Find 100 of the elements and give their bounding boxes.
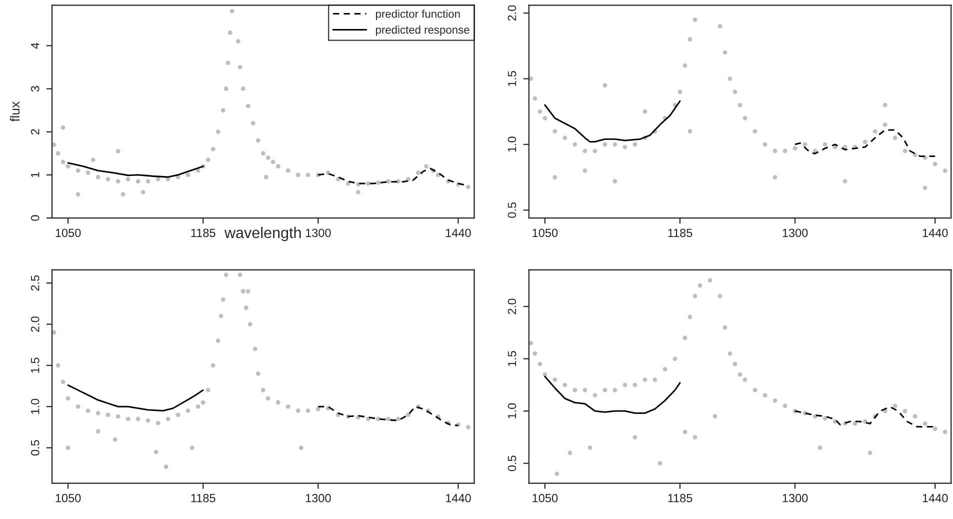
point: [612, 142, 618, 147]
point: [722, 50, 728, 55]
point: [732, 90, 738, 94]
point: [552, 129, 558, 134]
point: [708, 278, 712, 283]
point: [662, 367, 668, 372]
point: [216, 338, 220, 343]
point: [200, 400, 206, 405]
point: [772, 398, 778, 403]
point: [562, 136, 568, 140]
point: [260, 388, 266, 392]
x-tick-label: 1185: [668, 228, 692, 238]
point: [238, 272, 242, 278]
x-tick-label: 1185: [191, 228, 216, 238]
point: [386, 416, 390, 422]
point: [224, 272, 228, 278]
x-tick-label: 1185: [668, 494, 692, 502]
point: [582, 148, 588, 154]
point: [802, 142, 808, 147]
point: [52, 330, 56, 335]
point: [688, 129, 692, 134]
point: [892, 404, 898, 408]
point: [932, 426, 938, 432]
legend-label: predictor function: [376, 10, 460, 20]
y-tick-label: 0: [30, 215, 40, 221]
point: [56, 363, 60, 368]
point: [752, 388, 758, 392]
point: [782, 148, 788, 154]
point: [66, 446, 70, 450]
point: [712, 414, 718, 418]
y-tick-label: 1.5: [508, 71, 516, 86]
point: [732, 362, 738, 366]
point: [166, 416, 170, 422]
point: [772, 175, 778, 180]
y-tick-label: 2.0: [508, 298, 516, 314]
point: [164, 464, 168, 469]
point: [542, 116, 548, 120]
x-tick-label: 1440: [922, 494, 948, 502]
point: [682, 63, 688, 68]
point: [678, 90, 682, 94]
y-tick-label: 1.0: [508, 136, 516, 152]
point: [156, 420, 160, 426]
y-tick-label: 1.0: [508, 403, 516, 418]
x-tick-label: 1300: [782, 494, 808, 502]
point: [582, 388, 588, 392]
point: [682, 336, 688, 340]
point: [316, 406, 320, 412]
x-tick-label: 1300: [306, 494, 331, 502]
point: [190, 446, 194, 450]
point: [154, 450, 158, 454]
point: [698, 283, 702, 288]
point: [66, 396, 70, 401]
y-axis-title: flux: [10, 101, 20, 122]
point: [742, 377, 748, 382]
point: [568, 450, 572, 456]
point: [210, 363, 216, 368]
x-tick-label: 1300: [306, 228, 331, 238]
point: [642, 377, 648, 382]
point: [126, 416, 130, 422]
point: [902, 148, 908, 154]
point: [782, 404, 788, 408]
point: [136, 416, 140, 422]
x-tick-label: 1440: [446, 228, 471, 238]
point: [882, 102, 888, 108]
point: [572, 142, 578, 147]
x-tick-label: 1440: [922, 228, 948, 238]
point: [762, 393, 768, 398]
point: [738, 372, 742, 377]
point: [572, 388, 578, 392]
x-tick-label: 1050: [56, 494, 81, 502]
point: [722, 325, 728, 330]
point: [76, 404, 80, 409]
x-tick-label: 1185: [191, 494, 216, 502]
point: [672, 356, 678, 361]
point: [96, 410, 100, 416]
point: [692, 17, 698, 22]
point: [652, 377, 658, 382]
point: [842, 179, 848, 184]
point: [588, 445, 592, 450]
point: [612, 388, 618, 392]
point: [306, 408, 310, 413]
point: [632, 434, 638, 440]
point: [244, 306, 248, 310]
point: [220, 297, 226, 302]
y-tick-label: 2.5: [30, 275, 40, 291]
line-series: [794, 129, 936, 158]
point: [892, 136, 898, 140]
point: [792, 146, 798, 151]
point: [882, 122, 888, 127]
point: [252, 346, 258, 352]
point: [822, 416, 828, 421]
x-axis-title: wavelength: [224, 226, 301, 242]
point: [554, 472, 560, 476]
point: [552, 377, 558, 382]
point: [592, 393, 598, 398]
point: [922, 186, 928, 190]
point: [912, 414, 918, 418]
y-tick-label: 1.0: [30, 398, 40, 414]
point: [248, 322, 252, 326]
y-tick-label: 3: [30, 86, 40, 92]
